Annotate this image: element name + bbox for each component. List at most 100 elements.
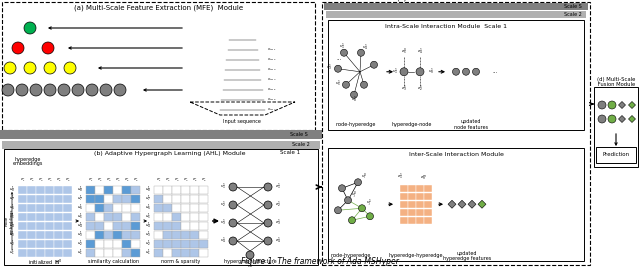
Circle shape [340,49,348,56]
Bar [172,222,180,230]
Bar [4,149,318,265]
Text: $e^1_4$: $e^1_4$ [182,175,188,184]
Bar [63,213,72,221]
Bar [172,194,180,203]
Bar [95,230,104,239]
Polygon shape [468,200,476,208]
Bar [18,213,26,221]
Bar [27,203,35,212]
Bar [199,213,207,221]
Text: $v^1_j$: $v^1_j$ [366,197,372,209]
Bar [163,249,172,257]
Circle shape [358,205,365,212]
Text: norm & sparsity: norm & sparsity [161,260,200,265]
Bar [199,239,207,248]
Bar [122,194,131,203]
Bar [95,222,104,230]
Text: $x_{t-6}$: $x_{t-6}$ [267,97,276,103]
Bar [122,249,131,257]
Bar [45,230,54,239]
Text: $e^1_6$: $e^1_6$ [65,175,70,184]
Bar [54,222,63,230]
Circle shape [463,68,470,75]
Bar [122,213,131,221]
Bar [18,249,26,257]
Circle shape [86,84,98,96]
Bar [181,194,189,203]
Bar [190,186,198,194]
Text: $e^1_6$: $e^1_6$ [201,175,206,184]
Bar [104,249,113,257]
Bar [154,239,163,248]
Bar [122,222,131,230]
Bar [63,230,72,239]
Bar [181,222,189,230]
Bar [181,213,189,221]
Bar [181,186,189,194]
Bar [18,230,26,239]
Circle shape [608,101,616,109]
Bar [113,222,122,230]
Bar [154,186,163,194]
Bar [36,230,45,239]
Polygon shape [618,116,625,123]
Bar [154,222,163,230]
Circle shape [16,84,28,96]
Text: $u^1_8$: $u^1_8$ [77,184,83,195]
Text: node-hyperedge: node-hyperedge [331,253,371,258]
Bar [400,185,408,192]
Text: $e^1_2$: $e^1_2$ [164,175,170,184]
Bar [95,203,104,212]
Bar [86,230,95,239]
Text: hypergraph structure: hypergraph structure [224,260,276,265]
Bar [400,209,408,216]
Bar [63,249,72,257]
Bar [54,203,63,212]
Bar [36,203,45,212]
Bar [45,239,54,248]
Polygon shape [478,200,486,208]
Text: $e^1_1$: $e^1_1$ [397,172,403,182]
Bar [63,194,72,203]
Bar [54,186,63,194]
Bar [36,222,45,230]
Text: $v^1_5$: $v^1_5$ [335,78,341,89]
Text: ...: ... [336,56,341,61]
Circle shape [367,213,374,220]
Bar [18,194,26,203]
Bar [190,239,198,248]
Bar [131,213,140,221]
Bar [54,239,63,248]
Text: $u^1_5$: $u^1_5$ [145,211,151,222]
Circle shape [342,81,349,88]
Bar [172,213,180,221]
Text: $e^1_2$: $e^1_2$ [417,83,423,94]
Circle shape [30,84,42,96]
Bar [113,194,122,203]
Text: $e^1_5$: $e^1_5$ [192,175,197,184]
Bar [36,186,45,194]
Text: $u^1_3$: $u^1_3$ [77,229,83,240]
Bar [86,239,95,248]
Bar [113,186,122,194]
Circle shape [339,185,346,192]
Text: $v^1_4$: $v^1_4$ [220,236,226,246]
Bar [408,193,415,200]
Bar [45,186,54,194]
Bar [122,203,131,212]
Text: Figure 1: The framework of Ada-MSHyper: Figure 1: The framework of Ada-MSHyper [241,257,399,265]
Bar [328,147,584,261]
Bar [63,203,72,212]
Text: $v^1_3$: $v^1_3$ [220,218,226,228]
Text: (a) Multi-Scale Feature Extraction (MFE)  Module: (a) Multi-Scale Feature Extraction (MFE)… [74,5,243,11]
Bar [95,213,104,221]
Bar [190,230,198,239]
Bar [113,203,122,212]
Bar [104,194,113,203]
Text: $u^1_1$: $u^1_1$ [77,247,83,258]
Bar [113,230,122,239]
Text: $x_{t-2}$: $x_{t-2}$ [267,57,276,63]
Text: $e^1_2$: $e^1_2$ [275,200,282,210]
Text: $e^1_3$: $e^1_3$ [173,175,179,184]
Bar [86,186,95,194]
